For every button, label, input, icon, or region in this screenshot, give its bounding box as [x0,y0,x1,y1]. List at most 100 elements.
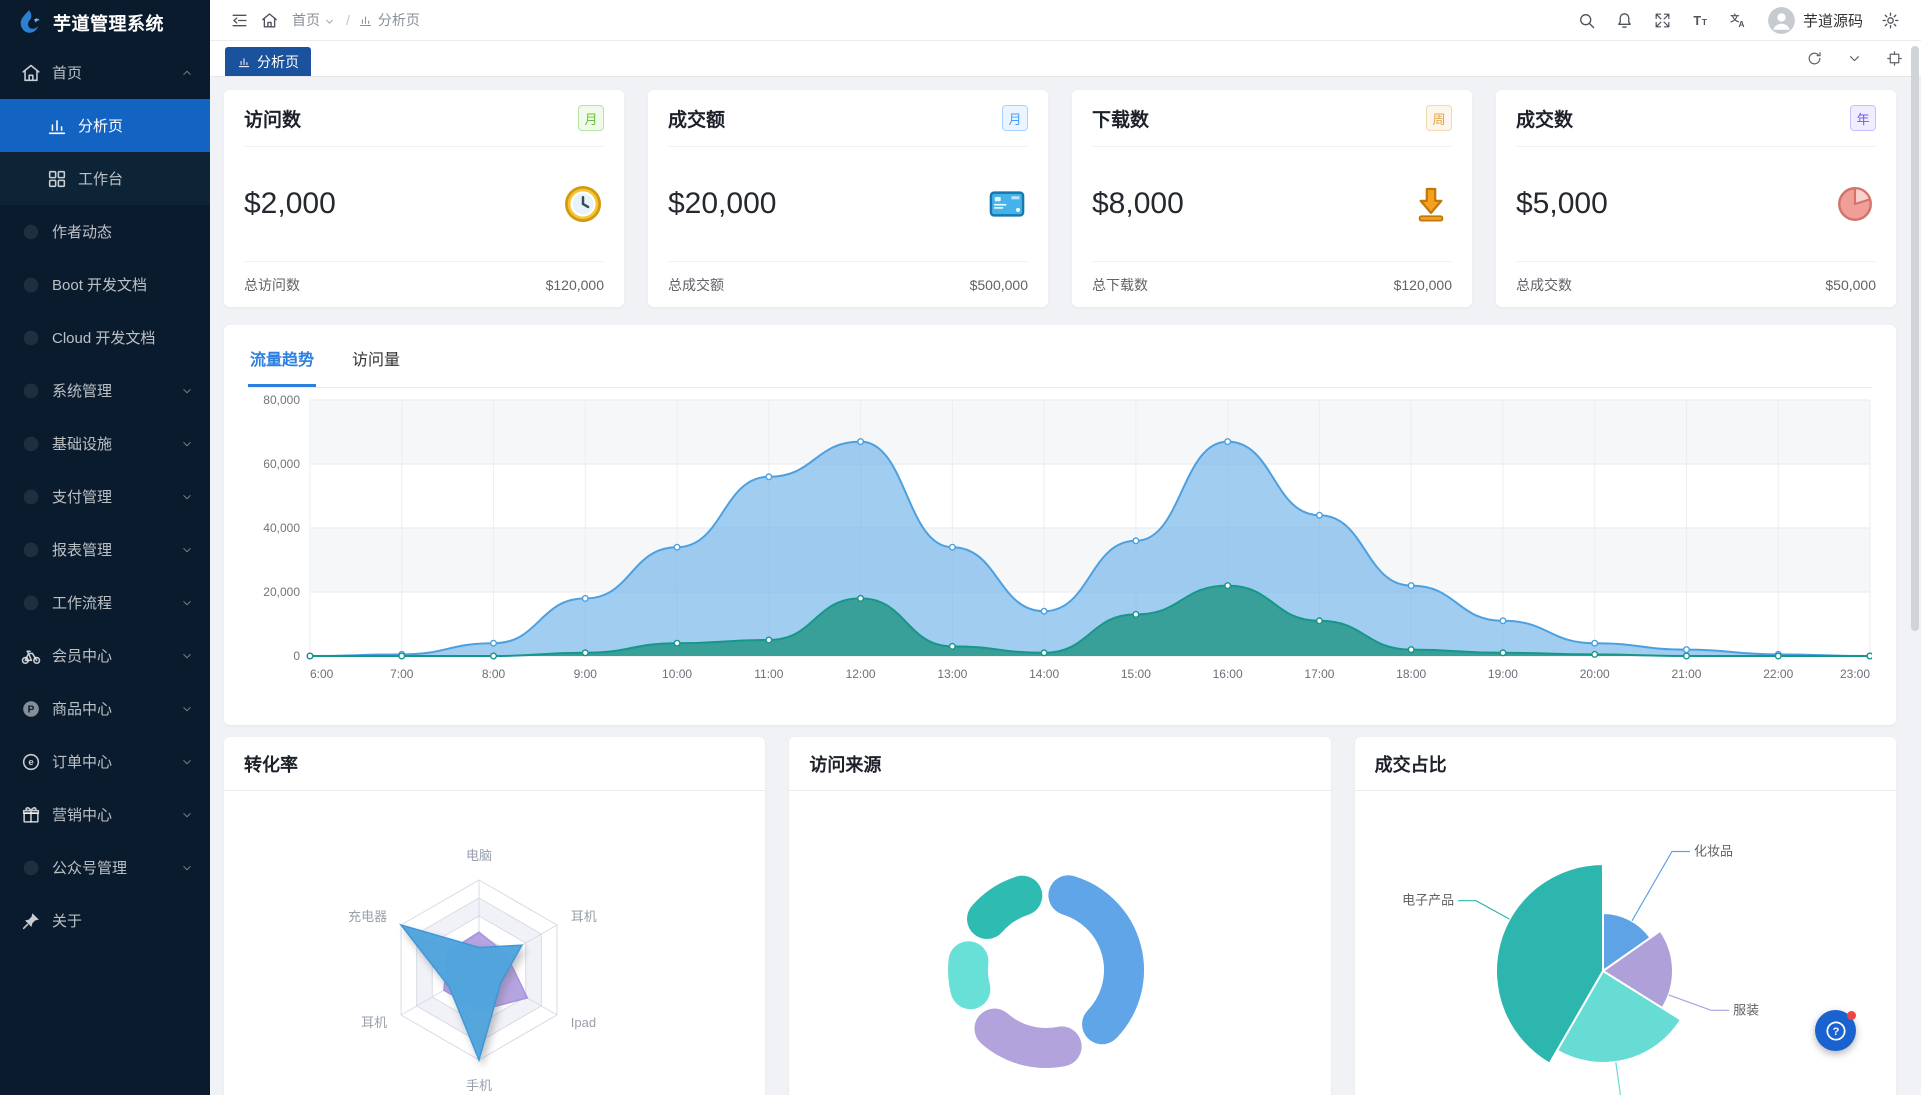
fullscreen-button[interactable] [1648,5,1678,35]
sidebar-item[interactable]: 营销中心 [0,788,210,841]
stat-card-footer-label: 总下载数 [1092,276,1148,293]
app-logo[interactable]: 芋道管理系统 [0,0,210,46]
stat-card-footer-value: $500,000 [969,276,1028,293]
sidebar-item[interactable]: 系统管理 [0,364,210,417]
refresh-button[interactable] [1799,44,1829,74]
dot-icon [20,221,42,243]
sidebar: 芋道管理系统 首页分析页 工作台作者动态 Boot 开发文档 Cloud 开发文档 系统… [0,0,210,1095]
help-fab-button[interactable]: ? [1815,1010,1856,1051]
sidebar-item[interactable]: 工作流程 [0,576,210,629]
x-tick-label: 20:00 [1580,667,1610,681]
stat-card-body: $20,000 [668,147,1028,261]
y-tick-label: 80,000 [263,393,300,407]
series-green-point [948,642,956,650]
sidebar-item[interactable]: Cloud 开发文档 [0,311,210,364]
stat-card-value: $8,000 [1092,187,1184,220]
donut-chart [948,875,1145,1068]
donut-segment[interactable] [1048,875,1145,1045]
stat-card-title: 下载数 [1092,109,1150,131]
donut-segment[interactable] [974,1008,1082,1068]
sidebar-item[interactable]: 基础设施 [0,417,210,470]
stat-card: 成交数 年 $5,000 总成交数 $50,000 [1496,90,1896,307]
sidebar-item[interactable]: 支付管理 [0,470,210,523]
stat-card-header: 成交额 月 [668,90,1028,147]
search-button[interactable] [1572,5,1602,35]
rose-slice[interactable] [1494,862,1604,1066]
sidebar-subitem[interactable]: 工作台 [0,152,210,205]
sidebar-item[interactable]: 报表管理 [0,523,210,576]
sidebar-item[interactable]: P 商品中心 [0,682,210,735]
rose-slice[interactable] [1555,969,1683,1064]
scrollbar-thumb[interactable] [1911,46,1919,631]
stat-card-footer: 总成交额 $500,000 [668,261,1028,307]
sidebar-item[interactable]: 公众号管理 [0,841,210,894]
settings-button[interactable] [1875,5,1905,35]
rose-slice[interactable] [1600,929,1674,1010]
stat-card-tag: 月 [578,105,604,131]
sidebar-item[interactable]: Boot 开发文档 [0,258,210,311]
sidebar-collapse-button[interactable] [224,5,254,35]
sidebar-item[interactable]: e 订单中心 [0,735,210,788]
sidebar-item[interactable]: 首页 [0,46,210,99]
sidebar-item-label: 基础设施 [52,436,113,453]
series-green-point [1224,582,1232,590]
stat-card-footer-label: 总成交数 [1516,276,1572,293]
trend-tab[interactable]: 流量趋势 [248,346,317,387]
sidebar-subitem[interactable]: 分析页 [0,99,210,152]
series-green-point [1774,652,1782,660]
series-blue-point [857,438,865,446]
stat-card: 成交额 月 $20,000 总成交额 $500,000 [648,90,1048,307]
navbar-left: 首页 / 分析页 [224,5,420,35]
series-green-point [490,652,498,660]
sidebar-item[interactable]: 会员中心 [0,629,210,682]
stat-card-tag: 月 [1002,105,1028,131]
maximize-button[interactable] [1879,44,1909,74]
series-green-point [1499,649,1507,657]
rose-label-line [1668,994,1729,1011]
page-content: 访问数 月 $2,000 总访问数 $120,000 成交额 月 $20,000 总成交额 $50… [210,77,1921,1095]
x-tick-label: 17:00 [1304,667,1334,681]
username[interactable]: 芋道源码 [1802,12,1863,30]
avatar[interactable] [1767,6,1795,34]
trend-tab[interactable]: 访问量 [352,352,401,369]
stat-card: 下载数 周 $8,000 总下载数 $120,000 [1072,90,1472,307]
stats-row: 访问数 月 $2,000 总访问数 $120,000 成交额 月 $20,000 总成交额 $50… [224,90,1896,307]
home-icon [20,62,42,84]
stat-card-footer-label: 总访问数 [244,276,300,293]
rose-slice-label: 电子产品 [1402,893,1454,908]
stat-card-footer: 总成交数 $50,000 [1516,261,1876,307]
x-tick-label: 15:00 [1121,667,1151,681]
sidebar-item-label: 作者动态 [52,224,113,241]
sidebar-item[interactable]: 关于 [0,894,210,947]
visit-source-card-title: 访问来源 [789,737,1331,791]
stat-card-value: $20,000 [668,187,777,220]
chevron-down-button[interactable] [1839,44,1869,74]
home-button[interactable] [254,5,284,35]
sidebar-item-label: 报表管理 [52,542,113,559]
fullscreen-icon [1653,11,1672,30]
pin-icon [20,910,42,932]
tab-analysis[interactable]: 分析页 [225,47,311,76]
visit-source-card: 访问来源 [789,737,1331,1095]
stat-card-body: $8,000 [1092,147,1452,261]
sidebar-item-label: 会员中心 [52,648,113,665]
stat-card-header: 下载数 周 [1092,90,1452,147]
donut-segment[interactable] [948,941,991,1010]
breadcrumb-home[interactable]: 首页 [292,12,320,28]
rose-slice[interactable] [1601,911,1652,973]
stat-card-body: $2,000 [244,147,604,261]
series-blue-point [490,639,498,647]
donut-segment[interactable] [967,875,1043,939]
breadcrumb-separator: / [346,12,350,28]
stat-card: 访问数 月 $2,000 总访问数 $120,000 [224,90,624,307]
bell-button[interactable] [1610,5,1640,35]
series-blue-point [1315,511,1323,519]
x-tick-label: 7:00 [390,667,414,681]
sidebar-item[interactable]: 作者动态 [0,205,210,258]
sidebar-item-label: 首页 [52,65,83,82]
stat-card-tag: 年 [1850,105,1876,131]
